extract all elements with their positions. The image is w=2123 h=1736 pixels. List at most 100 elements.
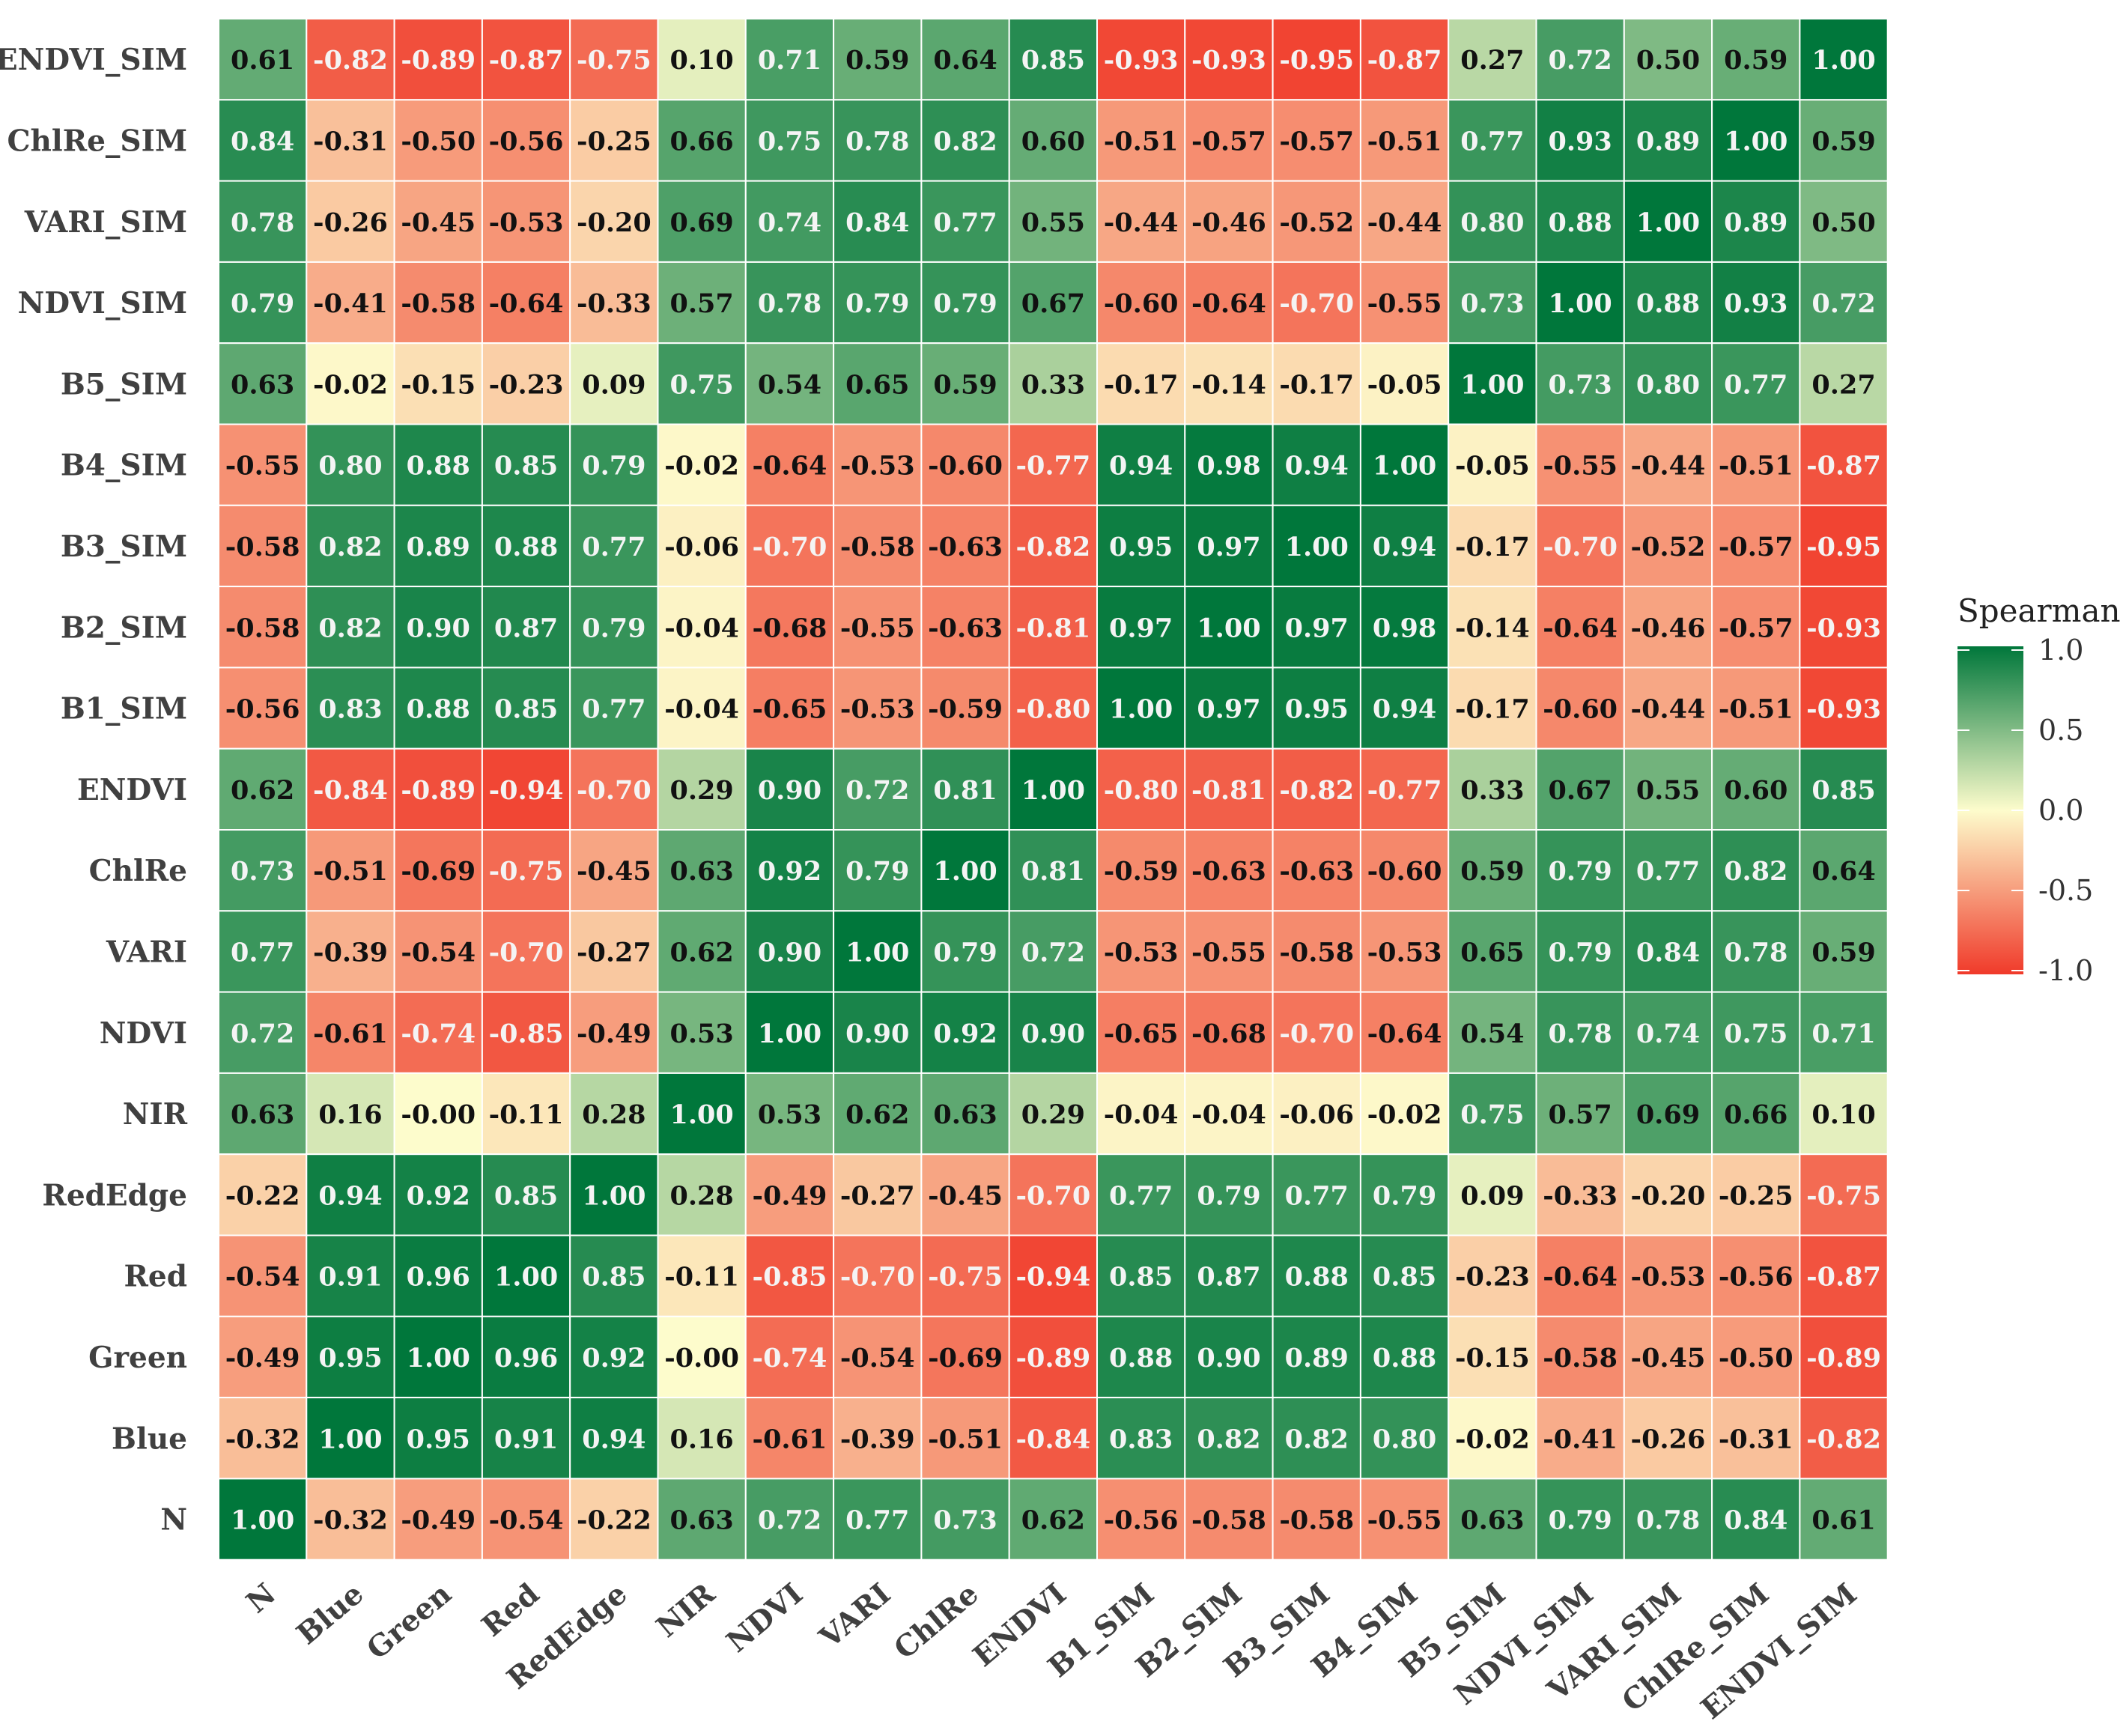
legend-title: Spearman [1958, 592, 2121, 629]
cell-value-label: -0.53 [1631, 1262, 1706, 1293]
cell-value-label: 0.85 [582, 1262, 646, 1293]
cell-value-label: -0.02 [664, 451, 739, 482]
cell-value-label: -0.60 [1367, 856, 1442, 887]
cell-value-label: 0.72 [1811, 288, 1875, 319]
heatmap-cell [1272, 423, 1361, 506]
heatmap-cell [218, 423, 308, 506]
cell-value-label: 0.77 [1460, 126, 1524, 157]
cell-value-label: 0.62 [231, 775, 294, 806]
cell-value-label: -0.02 [1455, 1424, 1530, 1454]
cell-value-label: 0.81 [1021, 856, 1085, 887]
cell-value-label: 1.00 [1724, 126, 1788, 157]
cell-value-label: -0.45 [577, 856, 652, 887]
row-label: NDVI_SIM [18, 286, 187, 321]
cell-value-label: -0.55 [1367, 288, 1442, 319]
cell-value-label: -0.45 [1631, 1343, 1706, 1374]
cell-value-label: 0.77 [582, 532, 646, 562]
heatmap-cell [1799, 586, 1889, 669]
cell-value-label: 0.88 [1109, 1343, 1173, 1374]
heatmap-cell [1799, 829, 1889, 912]
heatmap-cell [569, 586, 659, 669]
cell-value-label: 0.50 [1636, 45, 1700, 76]
heatmap-cell [657, 991, 747, 1074]
cell-value-label: 0.79 [845, 288, 909, 319]
heatmap-cell [1711, 1397, 1801, 1480]
cell-value-label: 0.80 [1460, 207, 1524, 238]
heatmap-cell [1096, 1072, 1186, 1156]
cell-value-label: 0.69 [670, 207, 734, 238]
cell-value-label: 0.77 [582, 694, 646, 725]
cell-value-label: 0.67 [1549, 775, 1612, 806]
cell-value-label: -0.61 [313, 1019, 388, 1049]
cell-value-label: 1.00 [670, 1099, 734, 1130]
row-label: VARI_SIM [24, 205, 187, 240]
cell-value-label: 0.72 [1549, 45, 1612, 76]
cell-value-label: 0.81 [933, 775, 997, 806]
cell-value-label: 0.79 [582, 613, 646, 643]
heatmap-cell [1448, 180, 1537, 263]
heatmap-cell [1799, 1397, 1889, 1480]
heatmap-cell [481, 910, 571, 993]
cell-value-label: -0.04 [664, 694, 739, 725]
cell-value-label: 0.74 [758, 207, 821, 238]
cell-value-label: -0.50 [401, 126, 476, 157]
cell-value-label: 0.28 [582, 1099, 646, 1130]
heatmap-cell [569, 829, 659, 912]
cell-value-label: 0.28 [670, 1180, 734, 1211]
heatmap-cell [1184, 1153, 1274, 1236]
cell-value-label: 0.80 [1373, 1424, 1436, 1454]
cell-value-label: 0.57 [670, 288, 734, 319]
cell-value-label: -0.69 [401, 856, 476, 887]
legend-ticks: 1.0 0.5 0.0 -0.5 -1.0 [1958, 634, 2093, 987]
heatmap-cell [1008, 99, 1098, 182]
heatmap-cell [306, 423, 395, 506]
cell-value-label: -0.49 [753, 1180, 827, 1211]
heatmap-cell [1711, 261, 1801, 345]
heatmap-cell [1184, 586, 1274, 669]
cell-value-label: 1.00 [1549, 288, 1612, 319]
cell-value-label: 0.53 [758, 1099, 821, 1130]
heatmap-cell [1623, 747, 1713, 831]
heatmap-cell [833, 991, 923, 1074]
cell-value-label: 0.62 [1021, 1505, 1085, 1536]
cell-value-label: -0.55 [840, 613, 915, 643]
heatmap-cell [1184, 1478, 1274, 1561]
heatmap-cell [920, 667, 1010, 750]
cell-value-label: 0.97 [1197, 532, 1260, 562]
heatmap-cell [1448, 504, 1537, 588]
cell-value-label: 0.69 [1636, 1099, 1700, 1130]
heatmap-cell [1535, 18, 1625, 101]
cell-value-label: 0.82 [318, 532, 382, 562]
cell-value-label: 0.91 [494, 1424, 558, 1454]
cell-value-label: 0.79 [1373, 1180, 1436, 1211]
heatmap-cell [393, 829, 483, 912]
cell-value-label: -0.58 [225, 532, 300, 562]
heatmap-cell [481, 423, 571, 506]
heatmap-cell [920, 180, 1010, 263]
heatmap-cell [744, 910, 835, 993]
heatmap-cell [833, 1072, 923, 1156]
cell-value-label: 0.75 [670, 369, 734, 400]
column-label: Blue [290, 1576, 370, 1651]
cell-value-label: 0.10 [1811, 1099, 1875, 1130]
cell-value-label: 0.97 [1285, 613, 1349, 643]
cell-value-label: -0.33 [577, 288, 652, 319]
cell-value-label: 0.72 [758, 1505, 821, 1536]
cell-value-label: -0.70 [489, 937, 564, 968]
cell-value-label: 0.82 [318, 613, 382, 643]
heatmap-cell [218, 829, 308, 912]
cell-value-label: -0.20 [1631, 1180, 1706, 1211]
heatmap-cell [569, 1072, 659, 1156]
heatmap-cell [1799, 1072, 1889, 1156]
heatmap-cell [481, 261, 571, 345]
cell-value-label: -0.70 [753, 532, 827, 562]
heatmap-cell [1623, 829, 1713, 912]
heatmap-cell [1272, 1234, 1361, 1317]
heatmap-cell [306, 261, 395, 345]
heatmap-cell [1448, 1153, 1537, 1236]
cell-value-label: 0.95 [1285, 694, 1349, 725]
cell-value-label: 0.92 [933, 1019, 997, 1049]
cell-value-label: 0.65 [845, 369, 909, 400]
heatmap-cell [1799, 1478, 1889, 1561]
cell-value-label: -0.59 [928, 694, 1003, 725]
